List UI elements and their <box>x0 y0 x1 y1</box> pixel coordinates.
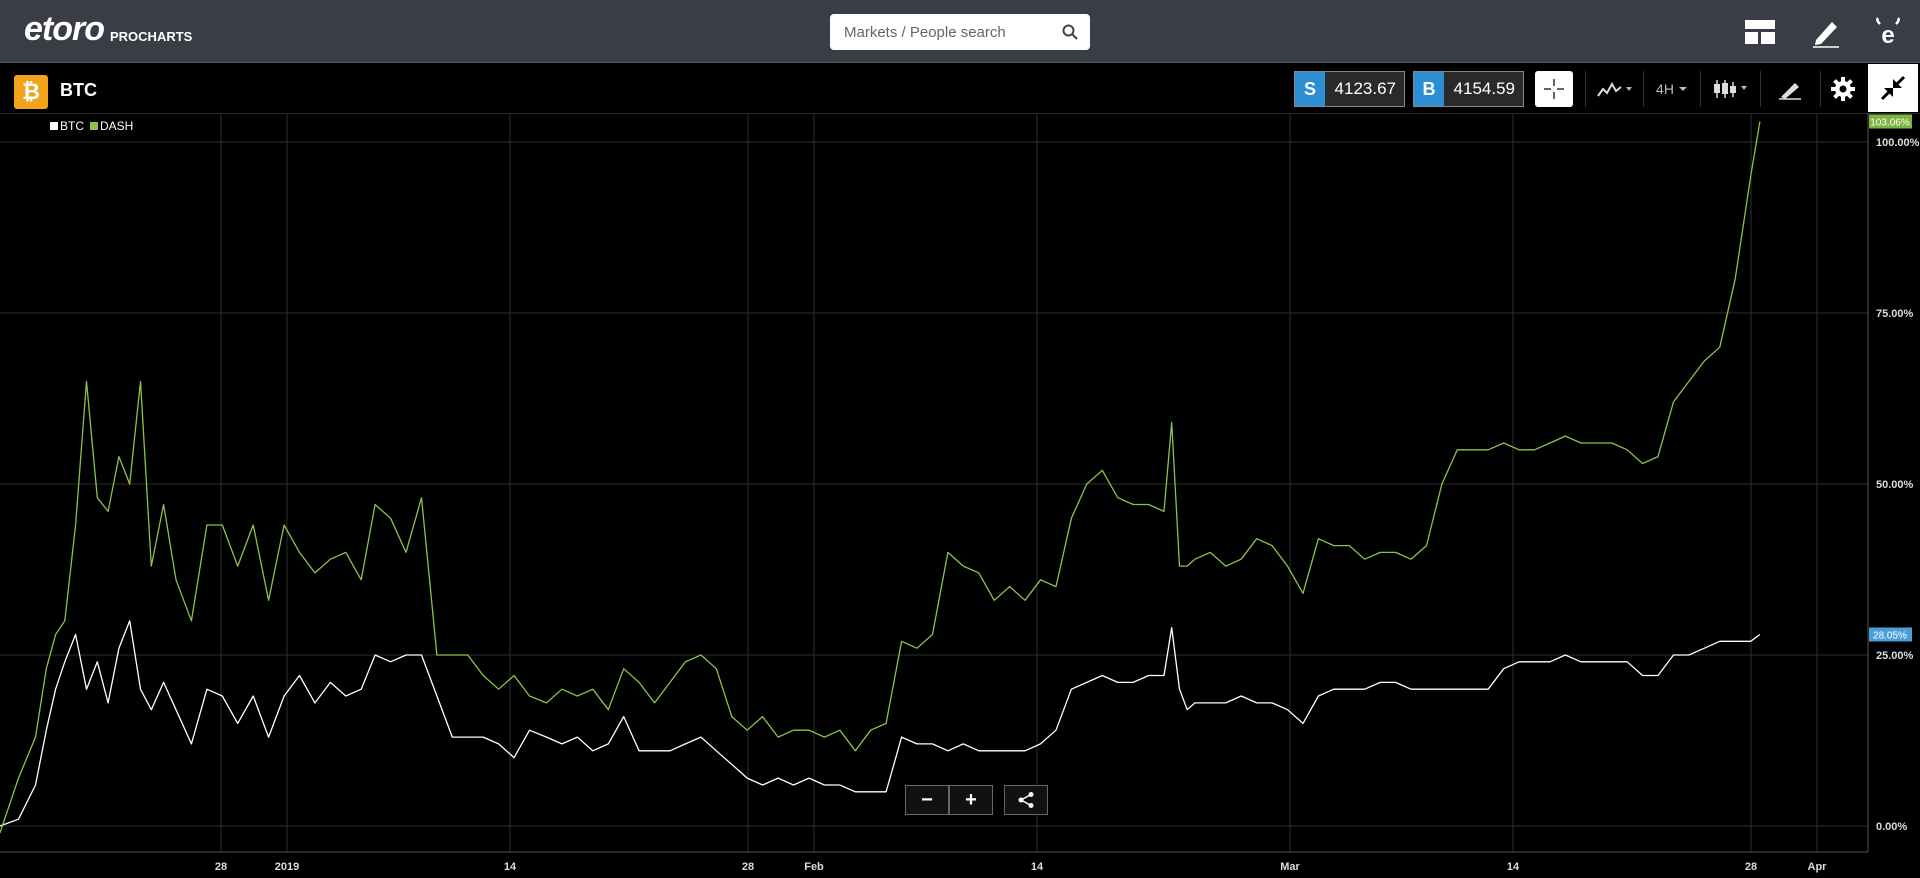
zoom-out-button[interactable]: − <box>905 785 949 815</box>
bitcoin-icon: ₿ <box>14 75 48 109</box>
share-icon <box>1018 792 1034 808</box>
sell-button[interactable]: S 4123.67 <box>1294 71 1405 107</box>
legend-label-dash: DASH <box>100 119 134 133</box>
collapse-icon <box>1880 75 1906 101</box>
x-tick-label: 2019 <box>275 861 299 873</box>
svg-text:e: e <box>1881 22 1894 48</box>
settings-button[interactable] <box>1826 71 1860 107</box>
toolbar-divider <box>1585 71 1586 107</box>
legend-swatch-btc <box>50 122 58 130</box>
top-bar: etoro PROCHARTS e <box>0 0 1920 63</box>
crosshair-button[interactable] <box>1535 71 1573 107</box>
profile-icon[interactable]: e <box>1870 14 1906 50</box>
chart-legend: BTC DASH <box>50 119 133 133</box>
draw-tool-icon <box>1779 83 1801 100</box>
y-tick-label: 50.00% <box>1876 479 1914 491</box>
share-button[interactable] <box>1004 785 1048 815</box>
instrument-bar: ₿ BTC S 4123.67 B 4154.59 4H <box>0 63 1920 114</box>
etoro-logo[interactable]: etoro PROCHARTS <box>24 12 192 46</box>
x-tick-label: 14 <box>504 861 517 873</box>
pencil-icon[interactable] <box>1808 14 1844 50</box>
y-tick-label: 25.00% <box>1876 650 1914 662</box>
x-tick-label: 28 <box>1745 861 1757 873</box>
instrument-symbol: BTC <box>60 80 97 100</box>
toolbar-divider <box>1700 71 1701 107</box>
chart-grid <box>0 113 1868 852</box>
collapse-fullscreen-button[interactable] <box>1868 64 1918 112</box>
toolbar-divider <box>1760 71 1761 107</box>
last-value-label-dash: 103.06% <box>1870 117 1910 128</box>
sell-price: 4123.67 <box>1325 72 1404 106</box>
timeframe-dropdown[interactable]: 4H <box>1648 71 1696 107</box>
sell-label: S <box>1295 72 1325 106</box>
y-tick-label: 0.00% <box>1876 821 1907 833</box>
buy-label: B <box>1414 72 1444 106</box>
legend-item-btc[interactable]: BTC <box>50 119 84 133</box>
indicators-button[interactable] <box>1590 71 1640 107</box>
drawing-tools-button[interactable] <box>1770 71 1810 107</box>
legend-label-btc: BTC <box>60 119 84 133</box>
x-tick-label: Mar <box>1280 861 1300 873</box>
legend-item-dash[interactable]: DASH <box>90 119 133 133</box>
chart-type-button[interactable] <box>1706 71 1756 107</box>
price-chart[interactable]: 28 2019 14 28 Feb 14 Mar 14 28 Apr 100.00% 75.00% 50… <box>0 113 1920 878</box>
search-icon[interactable] <box>1062 24 1078 40</box>
crosshair-icon <box>1544 79 1564 99</box>
x-tick-label: 28 <box>215 861 227 873</box>
last-value-label-btc: 28.05% <box>1873 630 1907 641</box>
last-value-badge-btc <box>1869 627 1912 642</box>
gear-icon <box>1831 77 1855 101</box>
legend-swatch-dash <box>90 122 98 130</box>
logo-subtitle: PROCHARTS <box>110 29 193 44</box>
layout-icon[interactable] <box>1742 14 1778 50</box>
timeframe-value: 4H <box>1656 81 1674 97</box>
buy-price: 4154.59 <box>1444 72 1523 106</box>
chart-series <box>0 121 1761 834</box>
chevron-down-icon <box>1678 87 1687 91</box>
indicators-icon <box>1597 81 1632 97</box>
series-line-dash <box>0 121 1761 834</box>
candlestick-icon <box>1714 80 1747 98</box>
buy-button[interactable]: B 4154.59 <box>1413 71 1524 107</box>
x-tick-label: Apr <box>1808 861 1828 873</box>
chart-axes: 28 2019 14 28 Feb 14 Mar 14 28 Apr 100.00% 75.00% 50… <box>0 113 1920 873</box>
toolbar-divider <box>1643 71 1644 107</box>
series-line-btc <box>0 620 1761 827</box>
y-tick-label: 75.00% <box>1876 308 1914 320</box>
x-tick-label: 28 <box>742 861 754 873</box>
search-box[interactable] <box>830 14 1090 50</box>
x-tick-label: 14 <box>1031 861 1044 873</box>
logo-word: etoro <box>24 10 105 48</box>
y-tick-label: 100.00% <box>1876 137 1920 149</box>
zoom-in-button[interactable]: + <box>949 785 993 815</box>
x-tick-label: 14 <box>1507 861 1520 873</box>
search-input[interactable] <box>842 22 1062 42</box>
last-value-badge-dash <box>1869 114 1912 129</box>
x-tick-label: Feb <box>804 861 824 873</box>
toolbar-divider <box>1820 71 1821 107</box>
